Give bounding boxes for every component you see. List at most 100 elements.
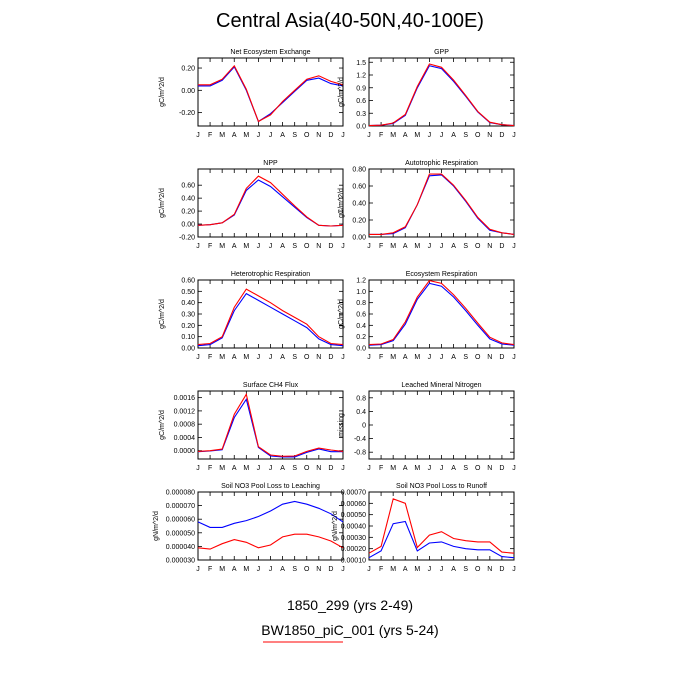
x-tick-label: M (243, 243, 249, 250)
x-tick-label: J (428, 465, 432, 472)
x-tick-label: D (499, 243, 504, 250)
y-tick-label: 0.60 (181, 183, 195, 190)
y-tick-label: -0.20 (179, 235, 195, 242)
x-tick-label: J (257, 243, 261, 250)
x-tick-label: A (232, 243, 237, 250)
x-tick-label: J (428, 132, 432, 139)
y-tick-label: 1.5 (356, 60, 366, 67)
x-tick-label: S (292, 465, 297, 472)
x-tick-label: O (475, 354, 481, 361)
x-tick-label: O (304, 243, 310, 250)
figure-title: Central Asia(40-50N,40-100E) (216, 10, 484, 32)
x-tick-label: J (512, 354, 516, 361)
y-tick-label: 0.40 (352, 201, 366, 208)
x-tick-label: D (499, 132, 504, 139)
y-axis-label: gC/m^2/d (338, 299, 345, 329)
x-tick-label: J (512, 465, 516, 472)
x-tick-label: J (196, 132, 200, 139)
y-tick-label: 0.6 (356, 312, 366, 319)
y-tick-label: 0.0 (356, 124, 366, 131)
x-tick-label: M (414, 132, 420, 139)
x-tick-label: J (269, 354, 273, 361)
y-tick-label: 0.000030 (166, 558, 195, 565)
series-line-control (368, 282, 515, 346)
x-tick-label: M (390, 132, 396, 139)
x-tick-label: A (403, 465, 408, 472)
plot-frame (368, 390, 515, 460)
y-tick-label: 0.0000 (174, 448, 196, 455)
x-tick-label: M (219, 566, 225, 573)
y-tick-label: 0.000070 (166, 503, 195, 510)
series-line-experiment (197, 533, 344, 550)
x-tick-label: A (451, 566, 456, 573)
x-tick-label: D (499, 465, 504, 472)
y-tick-label: 0.30 (181, 312, 195, 319)
x-tick-label: N (487, 354, 492, 361)
x-tick-label: O (475, 132, 481, 139)
y-tick-label: 0.20 (181, 209, 195, 216)
x-tick-label: F (208, 566, 212, 573)
x-tick-label: J (257, 354, 261, 361)
y-axis-label: gC/m^2/d (159, 188, 166, 218)
plot-frame (368, 168, 515, 238)
y-tick-label: 0.4 (356, 409, 366, 416)
x-tick-label: J (367, 354, 371, 361)
y-tick-label: 0.60 (181, 278, 195, 285)
series-line-experiment (368, 279, 515, 346)
y-tick-label: 0.000060 (166, 517, 195, 524)
y-tick-label: 0.8 (356, 300, 366, 307)
y-tick-label: 0.000040 (166, 544, 195, 551)
y-tick-label: 0.40 (181, 300, 195, 307)
panel-title: NPP (263, 160, 278, 167)
x-tick-label: D (328, 465, 333, 472)
x-tick-label: M (219, 243, 225, 250)
x-tick-label: J (428, 566, 432, 573)
x-tick-label: A (280, 354, 285, 361)
x-tick-label: F (379, 354, 383, 361)
x-tick-label: M (390, 465, 396, 472)
y-axis-label: missing (338, 413, 345, 437)
series-line-control (197, 500, 344, 528)
x-tick-label: O (304, 465, 310, 472)
series-line-experiment (197, 175, 344, 227)
x-tick-label: J (367, 243, 371, 250)
x-tick-label: S (463, 465, 468, 472)
x-tick-label: A (451, 465, 456, 472)
y-tick-label: -0.20 (179, 110, 195, 117)
x-tick-label: M (390, 243, 396, 250)
x-tick-label: F (208, 354, 212, 361)
y-tick-label: 0.00 (352, 235, 366, 242)
y-axis-label: gC/m^2/d (159, 299, 166, 329)
x-tick-label: M (390, 566, 396, 573)
x-tick-label: J (512, 566, 516, 573)
x-tick-label: J (341, 354, 345, 361)
y-tick-label: 1.2 (356, 73, 366, 80)
x-tick-label: A (403, 132, 408, 139)
panel-title: GPP (434, 49, 449, 56)
x-tick-label: A (232, 354, 237, 361)
series-line-control (197, 397, 343, 458)
panel-title: Net Ecosystem Exchange (230, 49, 310, 56)
y-tick-label: -0.4 (354, 436, 366, 443)
y-tick-label: 0.40 (181, 196, 195, 203)
x-tick-label: N (487, 132, 492, 139)
y-axis-label: gC/m^2/d (159, 77, 166, 107)
x-tick-label: F (208, 132, 212, 139)
x-tick-label: J (257, 465, 261, 472)
series-line-control (197, 179, 344, 227)
y-tick-label: 0.20 (181, 66, 195, 73)
plot-frame (197, 168, 344, 238)
y-tick-label: 0.0008 (174, 422, 196, 429)
x-tick-label: J (257, 132, 261, 139)
x-tick-label: J (440, 465, 444, 472)
x-tick-label: O (475, 243, 481, 250)
series-line-experiment (197, 392, 344, 457)
y-tick-label: 0.00 (181, 346, 195, 353)
x-tick-label: J (257, 566, 261, 573)
y-tick-label: 0.00030 (341, 535, 366, 542)
x-tick-label: A (280, 566, 285, 573)
x-tick-label: J (196, 243, 200, 250)
